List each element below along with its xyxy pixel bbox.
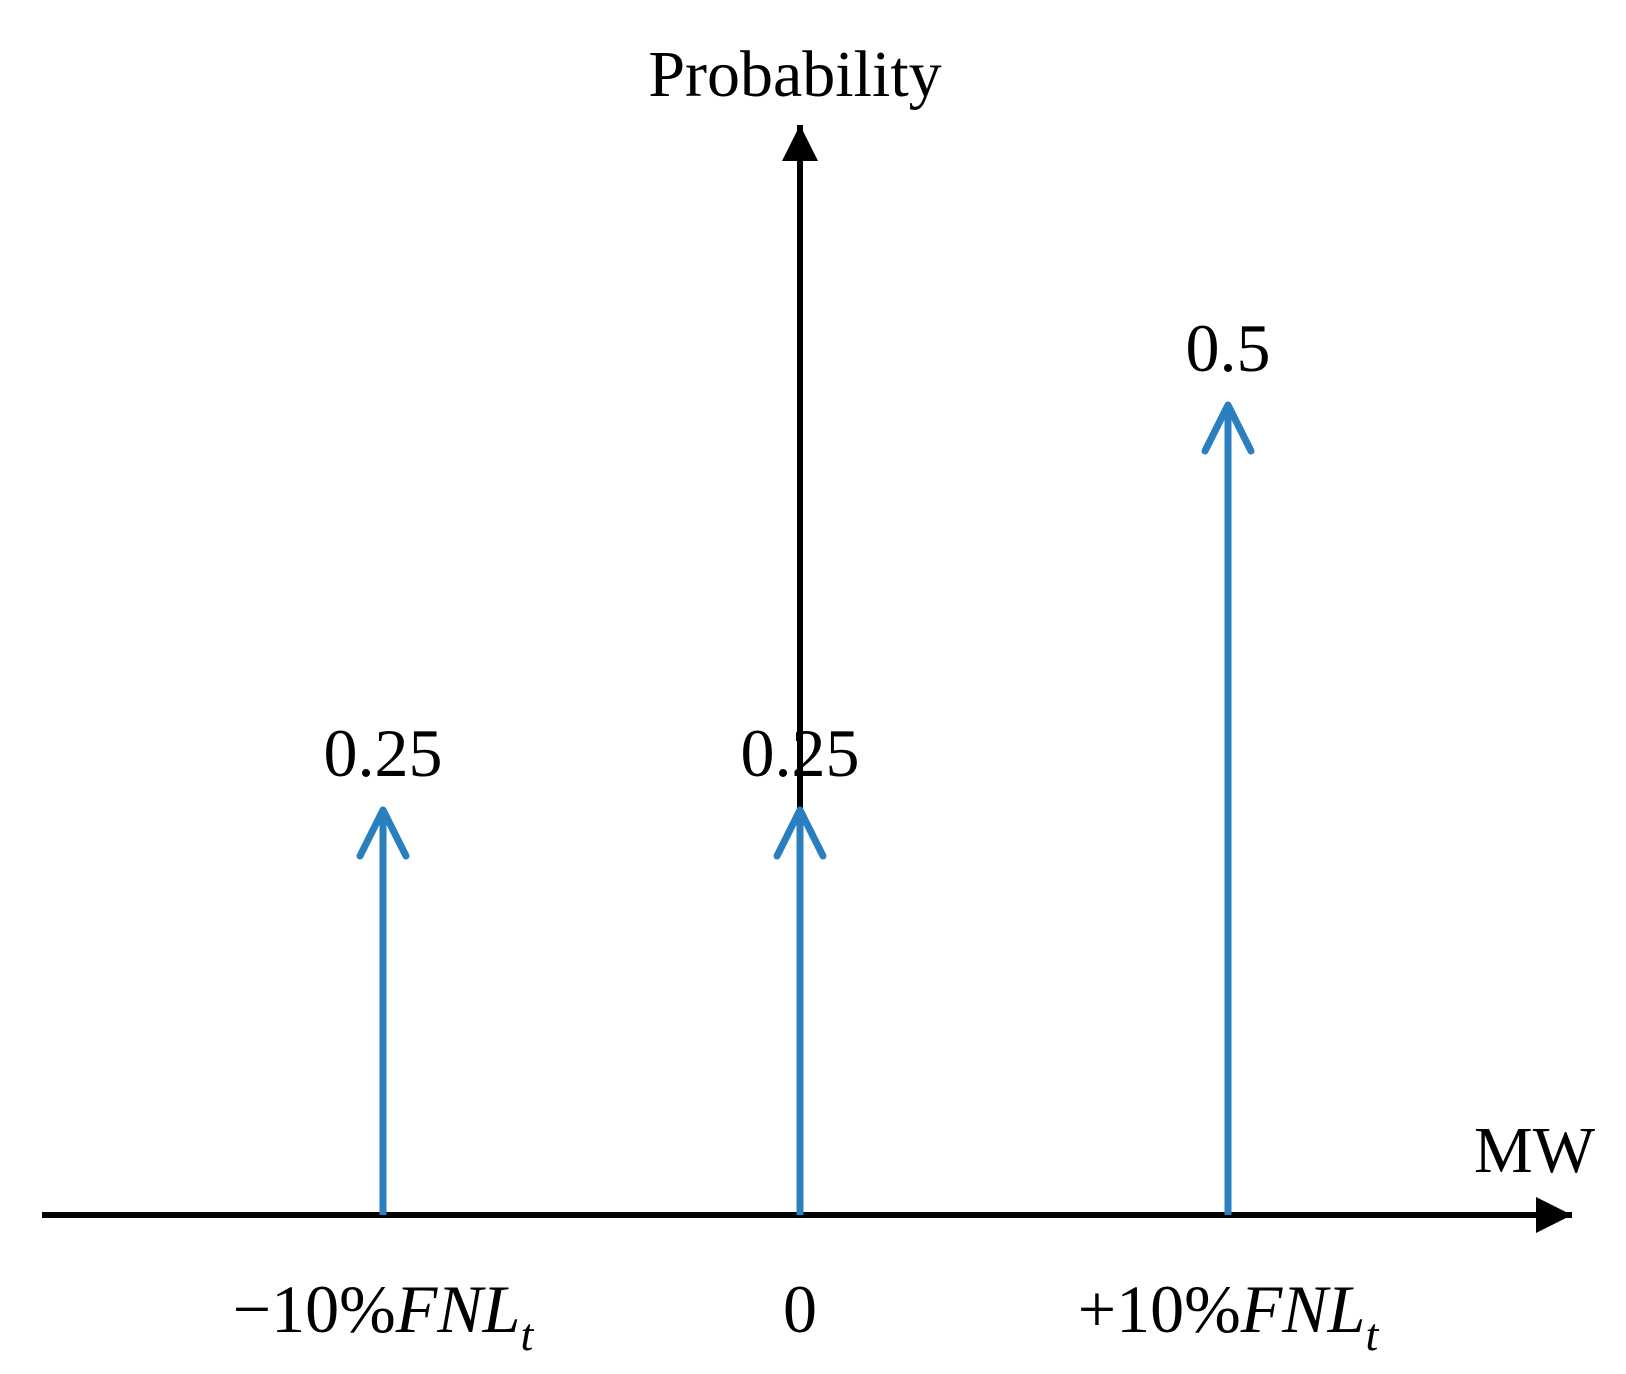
value-label-2: 0.5 bbox=[1186, 310, 1271, 386]
x-tick-label-1: 0 bbox=[783, 1271, 817, 1347]
x-tick-label-2: +10%FNLt bbox=[1078, 1271, 1380, 1360]
x-tick-labels: −10%FNLt 0 +10%FNLt bbox=[233, 1271, 1380, 1360]
stem-arrowhead bbox=[356, 806, 410, 860]
stem-2 bbox=[1201, 401, 1255, 1215]
x-tick-label-0: −10%FNLt bbox=[233, 1271, 535, 1360]
stem-1 bbox=[773, 806, 827, 1215]
stem-arrowhead bbox=[1201, 401, 1255, 455]
value-labels: 0.25 0.25 0.5 bbox=[324, 310, 1271, 791]
value-label-0: 0.25 bbox=[324, 715, 443, 791]
stem-arrowhead bbox=[773, 806, 827, 860]
stems bbox=[356, 401, 1255, 1215]
stem-0 bbox=[356, 806, 410, 1215]
value-label-1: 0.25 bbox=[741, 715, 860, 791]
y-axis-title: Probability bbox=[648, 38, 941, 111]
x-axis-title: MW bbox=[1474, 1114, 1596, 1187]
